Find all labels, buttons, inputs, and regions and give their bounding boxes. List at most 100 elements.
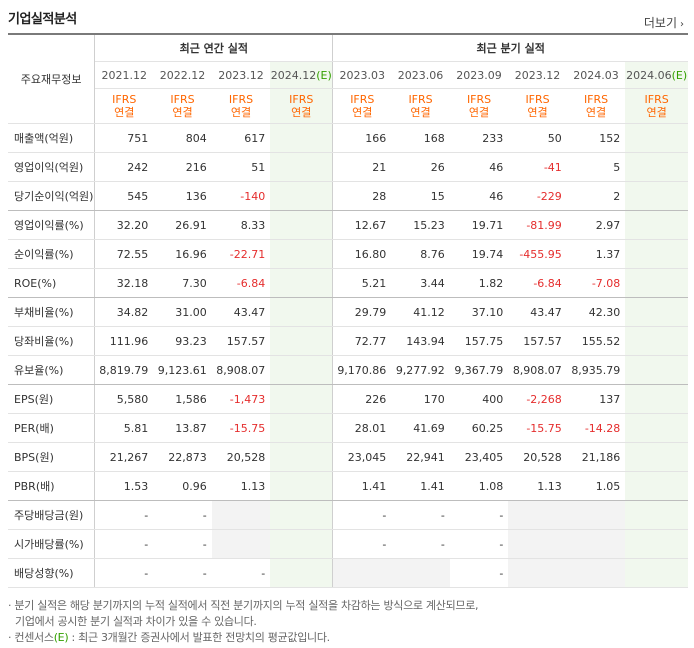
cell-value: 2 — [566, 181, 626, 211]
cell-value: 32.20 — [94, 210, 154, 240]
cell-value: 545 — [94, 181, 154, 211]
cell-value: 13.87 — [153, 413, 212, 443]
cell-value — [625, 529, 688, 559]
cell-value: -14.28 — [566, 413, 626, 443]
row-label: PER(배) — [8, 413, 96, 443]
cell-value: 20,528 — [211, 442, 271, 472]
cell-value: 26 — [391, 152, 450, 182]
cell-value: 12.67 — [332, 210, 392, 240]
row-label: 영업이익(억원) — [8, 152, 96, 182]
cell-value: - — [153, 558, 212, 588]
table-row: BPS(원) 21,267 22,873 20,528 23,045 22,941 23,4… — [8, 442, 688, 472]
cell-value: 9,123.61 — [153, 355, 212, 385]
cell-value — [508, 529, 567, 559]
cell-value: 8.33 — [211, 210, 271, 240]
section-title: 기업실적분석 — [8, 12, 77, 27]
cell-value — [566, 500, 626, 530]
table-row: ROE(%) 32.18 7.30 -6.84 5.21 3.44 1.82 -6.84 -7.… — [8, 268, 688, 298]
cell-value — [625, 326, 688, 356]
cell-value — [625, 123, 688, 153]
cell-value: 46 — [449, 181, 509, 211]
cell-value: 32.18 — [94, 268, 154, 298]
cell-value: 136 — [153, 181, 212, 211]
row-label: 매출액(억원) — [8, 123, 96, 153]
cell-value: 15.23 — [391, 210, 450, 240]
table-row: 배당성향(%) - - - - — [8, 558, 688, 588]
cell-value: 157.57 — [508, 326, 567, 356]
cell-value — [270, 326, 334, 356]
period-header: 2023.06 — [391, 61, 450, 89]
cell-value: 233 — [449, 123, 509, 153]
cell-value — [625, 442, 688, 472]
basis-header: IFRS 연결 — [94, 88, 154, 124]
note-line-2: 기업에서 공시한 분기 실적과 차이가 있을 수 있습니다. — [15, 615, 257, 628]
note-line-3: · 컨센서스(E) : 최근 3개월간 증권사에서 발표한 전망치의 평균값입니… — [8, 631, 330, 644]
cell-value: 3.44 — [391, 268, 450, 298]
period-header: 2024.03 — [566, 61, 626, 89]
cell-value: 143.94 — [391, 326, 450, 356]
cell-value — [625, 558, 688, 588]
cell-value: 1,586 — [153, 384, 212, 414]
cell-value: - — [332, 500, 392, 530]
cell-value: -455.95 — [508, 239, 567, 269]
cell-value — [625, 297, 688, 327]
cell-value: 155.52 — [566, 326, 626, 356]
table-row: 부채비율(%) 34.82 31.00 43.47 29.79 41.12 37.10 43.… — [8, 297, 688, 327]
cell-value — [270, 268, 334, 298]
cell-value: 5,580 — [94, 384, 154, 414]
cell-value: 111.96 — [94, 326, 154, 356]
cell-value: - — [391, 529, 450, 559]
cell-value: 43.47 — [508, 297, 567, 327]
cell-value: 21,186 — [566, 442, 626, 472]
cell-value: 22,873 — [153, 442, 212, 472]
cell-value: - — [391, 500, 450, 530]
cell-value — [270, 529, 334, 559]
footnotes: · 분기 실적은 해당 분기까지의 누적 실적에서 직전 분기까지의 누적 실적… — [8, 598, 479, 646]
row-label: 배당성향(%) — [8, 558, 96, 588]
cell-value — [270, 297, 334, 327]
note-line-1: · 분기 실적은 해당 분기까지의 누적 실적에서 직전 분기까지의 누적 실적… — [8, 599, 479, 612]
table-row: PER(배) 5.81 13.87 -15.75 28.01 41.69 60.25 -15.… — [8, 413, 688, 443]
cell-value — [270, 239, 334, 269]
cell-value — [270, 558, 334, 588]
cell-value: - — [94, 558, 154, 588]
cell-value: 19.74 — [449, 239, 509, 269]
more-label: 더보기 — [643, 16, 677, 30]
cell-value: -7.08 — [566, 268, 626, 298]
cell-value — [625, 384, 688, 414]
cell-value: 1.05 — [566, 471, 626, 501]
row-label: 당좌비율(%) — [8, 326, 96, 356]
chevron-right-icon: › — [680, 19, 684, 30]
row-header-label: 주요재무정보 — [8, 33, 96, 124]
cell-value: 72.77 — [332, 326, 392, 356]
cell-value: 93.23 — [153, 326, 212, 356]
cell-value: 22,941 — [391, 442, 450, 472]
cell-value: 7.30 — [153, 268, 212, 298]
cell-value: 8,819.79 — [94, 355, 154, 385]
row-label: 부채비율(%) — [8, 297, 96, 327]
cell-value: 1.13 — [211, 471, 271, 501]
table-row: PBR(배) 1.53 0.96 1.13 1.41 1.41 1.08 1.13 1.05 — [8, 471, 688, 501]
cell-value — [270, 500, 334, 530]
financial-table: 주요재무정보 최근 연간 실적 최근 분기 실적 2021.12 2022.12 2… — [8, 33, 688, 588]
cell-value: -2,268 — [508, 384, 567, 414]
cell-value — [270, 413, 334, 443]
cell-value: -41 — [508, 152, 567, 182]
cell-value: 72.55 — [94, 239, 154, 269]
cell-value: 168 — [391, 123, 450, 153]
cell-value: 5.81 — [94, 413, 154, 443]
cell-value — [391, 558, 450, 588]
cell-value — [270, 442, 334, 472]
basis-header: IFRS 연결 — [508, 88, 567, 124]
cell-value: 15 — [391, 181, 450, 211]
cell-value: 157.75 — [449, 326, 509, 356]
more-link[interactable]: 더보기 › — [644, 14, 684, 31]
cell-value: 8,908.07 — [508, 355, 567, 385]
cell-value: 5.21 — [332, 268, 392, 298]
row-label: BPS(원) — [8, 442, 96, 472]
table-row: 당좌비율(%) 111.96 93.23 157.57 72.77 143.94 157.7… — [8, 326, 688, 356]
cell-value: -6.84 — [211, 268, 271, 298]
cell-value: 23,405 — [449, 442, 509, 472]
period-header: 2022.12 — [153, 61, 212, 89]
cell-value — [625, 413, 688, 443]
